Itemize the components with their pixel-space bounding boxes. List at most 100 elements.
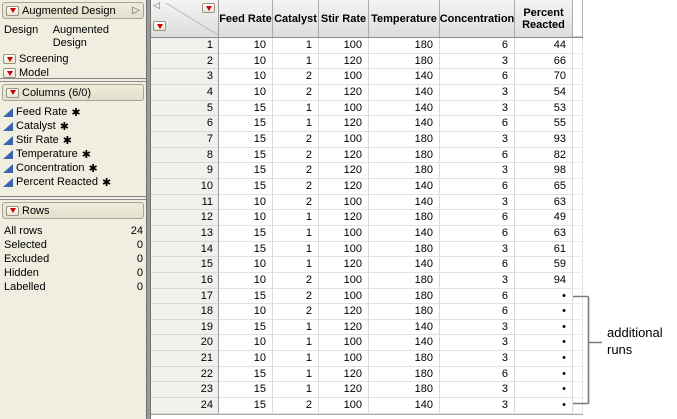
row-number-cell[interactable]: 11	[151, 194, 219, 211]
data-cell[interactable]: 6	[440, 38, 515, 54]
data-cell[interactable]: 100	[319, 241, 369, 258]
data-cell[interactable]: 15	[219, 319, 273, 336]
data-cell[interactable]: 140	[369, 319, 440, 336]
data-cell[interactable]: 10	[219, 53, 273, 70]
data-cell[interactable]: 15	[219, 225, 273, 242]
data-cell[interactable]: 15	[219, 163, 273, 179]
data-cell[interactable]: 70	[515, 69, 573, 85]
data-cell[interactable]: 15	[219, 100, 273, 117]
data-cell[interactable]: 3	[440, 335, 515, 352]
data-cell[interactable]: 6	[440, 288, 515, 305]
data-cell[interactable]: 3	[440, 241, 515, 258]
rows-stat-hidden[interactable]: Hidden 0	[0, 266, 146, 280]
design-item-model[interactable]: Model	[0, 66, 146, 80]
data-cell[interactable]: •	[515, 335, 573, 352]
data-cell[interactable]: 3	[440, 194, 515, 211]
data-cell[interactable]: 140	[369, 69, 440, 85]
data-cell[interactable]: 82	[515, 147, 573, 164]
column-item-catalyst[interactable]: Catalyst ✱	[0, 119, 146, 133]
data-cell[interactable]: 10	[219, 272, 273, 289]
data-cell[interactable]: 2	[273, 84, 319, 101]
data-cell[interactable]: 3	[440, 53, 515, 70]
data-cell[interactable]: 55	[515, 116, 573, 132]
data-cell[interactable]: 100	[319, 288, 369, 305]
row-number-cell[interactable]: 1	[151, 38, 219, 54]
data-cell[interactable]: 120	[319, 163, 369, 179]
data-cell[interactable]: 53	[515, 100, 573, 117]
data-cell[interactable]: •	[515, 351, 573, 367]
red-triangle-menu-icon[interactable]	[6, 87, 19, 98]
data-cell[interactable]: 63	[515, 225, 573, 242]
row-number-cell[interactable]: 18	[151, 304, 219, 320]
column-header-temperature[interactable]: Temperature	[369, 0, 440, 37]
data-cell[interactable]: 15	[219, 241, 273, 258]
data-cell[interactable]: 15	[219, 288, 273, 305]
data-cell[interactable]: 1	[273, 225, 319, 242]
data-cell[interactable]: 3	[440, 100, 515, 117]
column-item-concentration[interactable]: Concentration ✱	[0, 161, 146, 175]
data-cell[interactable]: 59	[515, 257, 573, 273]
data-cell[interactable]: 3	[440, 319, 515, 336]
data-cell[interactable]: 120	[319, 319, 369, 336]
data-cell[interactable]: 2	[273, 194, 319, 211]
data-cell[interactable]: 100	[319, 272, 369, 289]
data-cell[interactable]: 3	[440, 131, 515, 148]
data-cell[interactable]: 10	[219, 84, 273, 101]
data-cell[interactable]: 180	[369, 210, 440, 226]
data-cell[interactable]: 180	[369, 163, 440, 179]
data-cell[interactable]: 1	[273, 241, 319, 258]
panel-table-splitter[interactable]	[146, 0, 151, 419]
data-cell[interactable]: 61	[515, 241, 573, 258]
data-cell[interactable]: 44	[515, 38, 573, 54]
data-cell[interactable]: 100	[319, 131, 369, 148]
data-cell[interactable]: 120	[319, 382, 369, 399]
data-cell[interactable]: 15	[219, 398, 273, 414]
data-cell[interactable]: 180	[369, 351, 440, 367]
data-cell[interactable]: 15	[219, 366, 273, 383]
data-cell[interactable]: 10	[219, 351, 273, 367]
data-cell[interactable]: 1	[273, 100, 319, 117]
row-number-cell[interactable]: 6	[151, 116, 219, 132]
data-cell[interactable]: 3	[440, 84, 515, 101]
data-cell[interactable]: 100	[319, 38, 369, 54]
data-cell[interactable]: 2	[273, 131, 319, 148]
data-cell[interactable]: 10	[219, 69, 273, 85]
collapse-left-icon[interactable]: ◁	[153, 0, 160, 10]
column-header-feed-rate[interactable]: Feed Rate	[219, 0, 273, 37]
data-cell[interactable]: 3	[440, 272, 515, 289]
data-cell[interactable]: 1	[273, 210, 319, 226]
red-triangle-menu-icon[interactable]	[3, 68, 16, 78]
data-cell[interactable]: 140	[369, 100, 440, 117]
data-cell[interactable]: 1	[273, 116, 319, 132]
row-number-cell[interactable]: 22	[151, 366, 219, 383]
data-cell[interactable]: •	[515, 366, 573, 383]
row-number-cell[interactable]: 16	[151, 272, 219, 289]
data-cell[interactable]: 120	[319, 178, 369, 195]
red-triangle-menu-icon[interactable]	[6, 5, 19, 16]
data-cell[interactable]: 140	[369, 178, 440, 195]
row-number-cell[interactable]: 7	[151, 131, 219, 148]
data-cell[interactable]: 2	[273, 163, 319, 179]
rows-stat-selected[interactable]: Selected 0	[0, 238, 146, 252]
data-cell[interactable]: 120	[319, 210, 369, 226]
columns-red-triangle-icon[interactable]	[202, 3, 215, 13]
data-cell[interactable]: 140	[369, 257, 440, 273]
data-cell[interactable]: 6	[440, 147, 515, 164]
data-cell[interactable]: •	[515, 288, 573, 305]
data-cell[interactable]: 93	[515, 131, 573, 148]
row-number-cell[interactable]: 8	[151, 147, 219, 164]
data-cell[interactable]: 100	[319, 351, 369, 367]
rows-stat-labelled[interactable]: Labelled 0	[0, 280, 146, 294]
data-cell[interactable]: 180	[369, 53, 440, 70]
data-cell[interactable]: 120	[319, 304, 369, 320]
column-item-percent-reacted[interactable]: Percent Reacted ✱	[0, 175, 146, 189]
data-cell[interactable]: 180	[369, 304, 440, 320]
column-header-catalyst[interactable]: Catalyst	[273, 0, 319, 37]
augmented-design-panel-header[interactable]: Augmented Design ▷	[2, 2, 144, 19]
data-cell[interactable]: 15	[219, 116, 273, 132]
data-cell[interactable]: •	[515, 304, 573, 320]
data-cell[interactable]: 6	[440, 210, 515, 226]
data-cell[interactable]: 63	[515, 194, 573, 211]
data-cell[interactable]: 2	[273, 398, 319, 414]
data-cell[interactable]: 100	[319, 398, 369, 414]
